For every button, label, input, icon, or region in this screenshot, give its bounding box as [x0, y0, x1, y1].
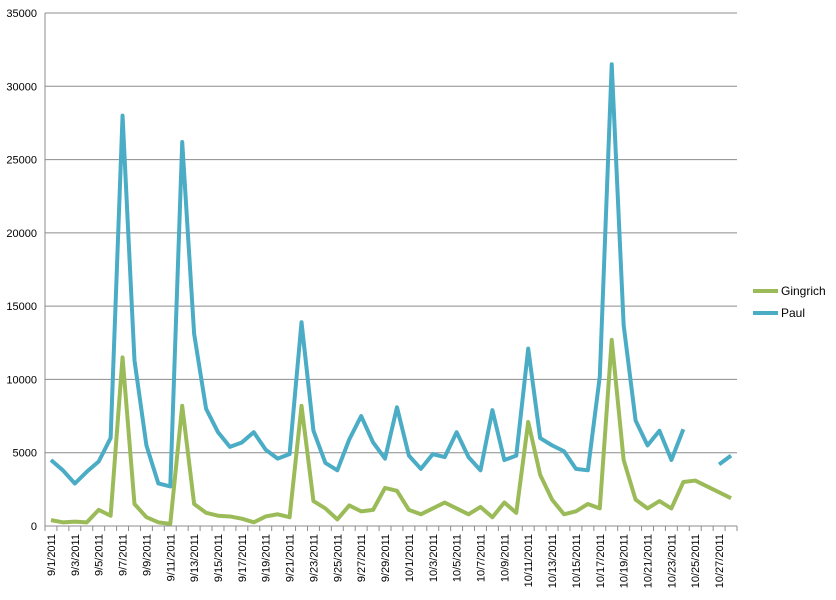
- y-tick-label: 0: [31, 521, 37, 533]
- y-tick-label: 30000: [6, 81, 37, 93]
- x-tick-label: 10/21/2011: [643, 534, 655, 588]
- y-tick-label: 10000: [6, 374, 37, 386]
- x-tick-label: 10/3/2011: [428, 534, 440, 582]
- x-tick-label: 10/13/2011: [547, 534, 559, 588]
- y-tick-label: 25000: [6, 155, 37, 167]
- x-tick-label: 10/15/2011: [571, 534, 583, 588]
- x-tick-label: 9/13/2011: [189, 534, 201, 582]
- x-tick-label: 10/7/2011: [475, 534, 487, 582]
- x-tick-label: 9/17/2011: [237, 534, 249, 582]
- x-tick-label: 10/17/2011: [595, 534, 607, 588]
- axes: [44, 13, 738, 531]
- x-tick-label: 10/1/2011: [404, 534, 416, 582]
- x-tick-label: 9/21/2011: [285, 534, 297, 582]
- series-lines: [49, 62, 733, 526]
- y-tick-label: 5000: [13, 448, 37, 460]
- x-tick-label: 9/11/2011: [165, 534, 177, 581]
- y-tick-label: 35000: [6, 8, 37, 20]
- legend: Gingrich Paul: [753, 284, 826, 320]
- y-tick-label: 15000: [6, 301, 37, 313]
- legend-label-paul: Paul: [781, 306, 805, 320]
- x-tick-label: 10/9/2011: [499, 534, 511, 582]
- x-tick-label: 9/29/2011: [380, 534, 392, 582]
- x-tick-label: 9/19/2011: [261, 534, 273, 582]
- x-tick-label: 9/23/2011: [308, 534, 320, 582]
- x-axis-tick-labels: 9/1/2011 9/3/2011 9/5/2011 9/7/2011 9/9/2011…: [46, 534, 726, 588]
- x-tick-label: 10/23/2011: [666, 534, 678, 588]
- x-tick-label: 9/7/2011: [118, 534, 130, 576]
- x-tick-label: 9/5/2011: [94, 534, 106, 576]
- x-tick-label: 10/19/2011: [619, 534, 631, 588]
- x-tick-label: 9/9/2011: [141, 534, 153, 576]
- x-tick-label: 10/27/2011: [714, 534, 726, 588]
- series-line-paul: [49, 62, 733, 489]
- x-tick-label: 10/25/2011: [690, 534, 702, 588]
- x-tick-label: 10/11/2011: [523, 534, 535, 587]
- x-tick-label: 9/1/2011: [46, 534, 58, 576]
- gridlines: [45, 12, 737, 454]
- y-axis-tick-labels: 0 5000 10000 15000 20000 25000 30000 35000: [6, 8, 37, 533]
- series-line-gingrich: [50, 337, 732, 526]
- x-tick-label: 9/15/2011: [213, 534, 225, 582]
- x-tick-label: 9/3/2011: [70, 534, 82, 576]
- y-tick-label: 20000: [6, 228, 37, 240]
- legend-label-gingrich: Gingrich: [781, 284, 826, 298]
- x-tick-label: 9/25/2011: [332, 534, 344, 582]
- x-tick-label: 10/5/2011: [452, 534, 464, 582]
- x-tick-label: 9/27/2011: [356, 534, 368, 582]
